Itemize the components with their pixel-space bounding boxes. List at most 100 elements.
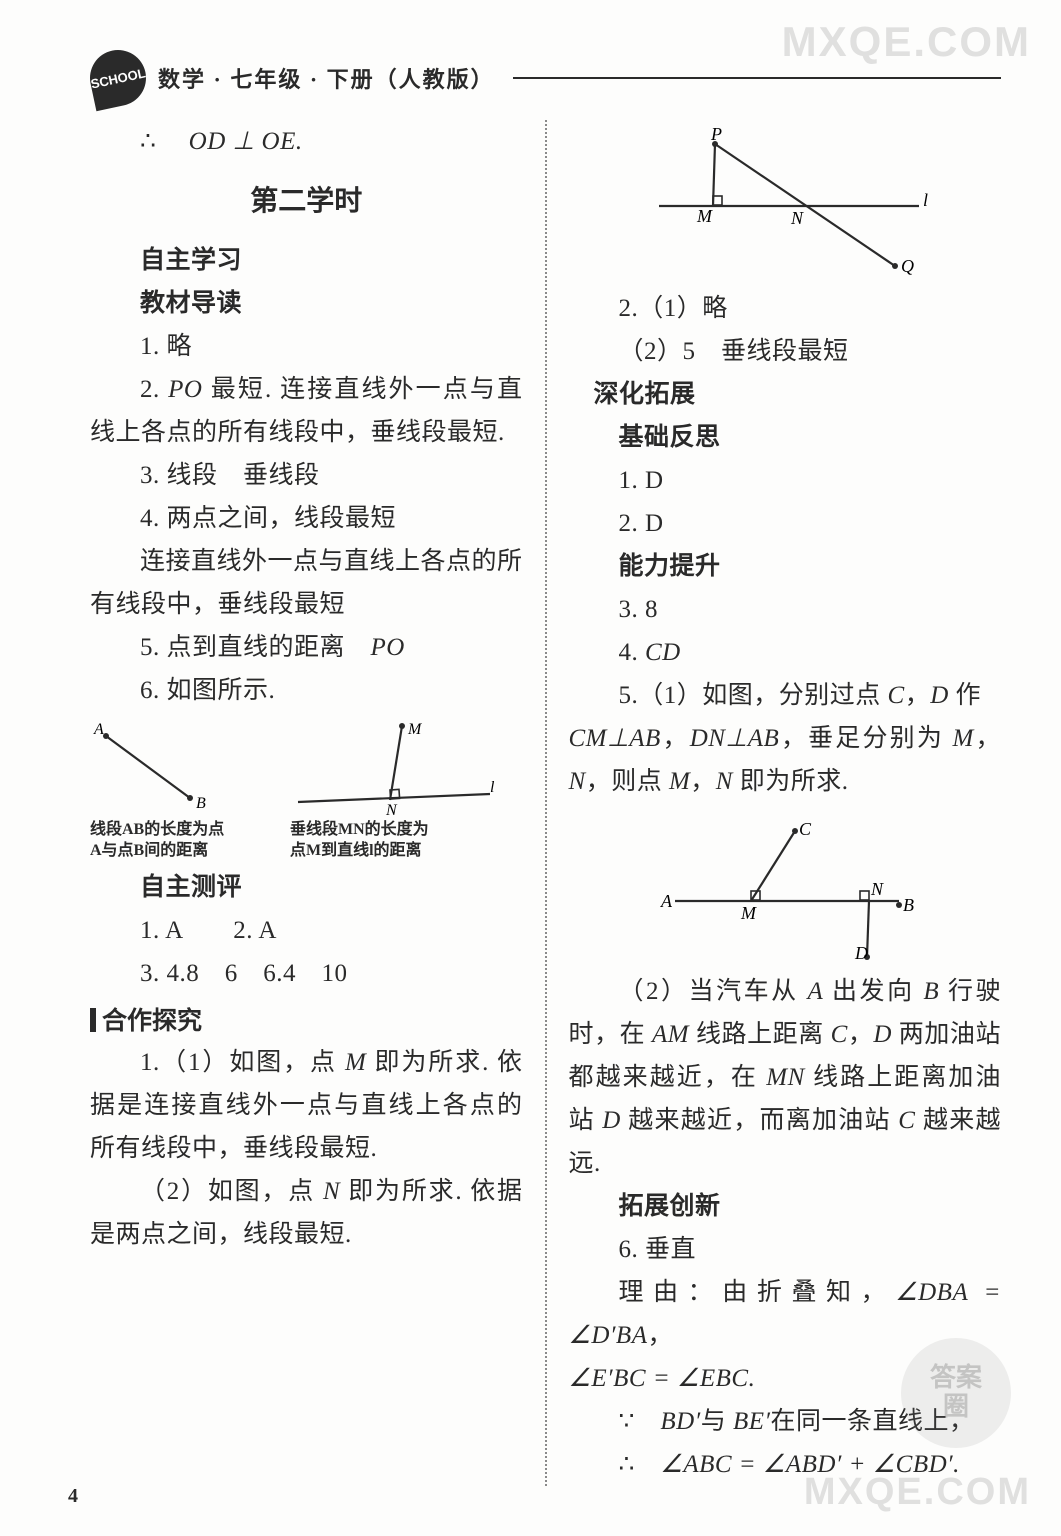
text: 越来越近，而离加油站 [621, 1107, 898, 1134]
section-coop: 合作探究 [90, 1001, 523, 1037]
math: N [569, 768, 586, 795]
text: 线段AB的长度为点 [90, 821, 224, 838]
fig-cap-1: 线段AB的长度为点 A与点B间的距离 [90, 820, 270, 862]
label-l: l [923, 190, 928, 210]
fig-mid-svg: A B C D M N [645, 811, 925, 961]
svg-text:N: N [385, 802, 398, 815]
subhead-textbook: 教材导读 [90, 282, 523, 325]
section-self-study: 自主学习 [90, 239, 523, 282]
fig-segment: A B 线段AB的长度为点 A与点B间的距离 [90, 720, 270, 862]
lbl: N [870, 879, 884, 899]
math: CM⊥AB [569, 725, 661, 752]
lesson-title: 第二学时 [90, 179, 523, 219]
math: N [716, 768, 733, 795]
math: MN [766, 1064, 805, 1091]
lbl: C [799, 819, 812, 839]
lbl: M [740, 903, 757, 923]
b2: 2. D [569, 502, 1002, 545]
figure-top-right: P M N l Q [569, 128, 1002, 283]
math: AM [652, 1021, 689, 1048]
math-expr: OD ⊥ OE. [189, 128, 303, 155]
svg-text:l: l [490, 779, 495, 796]
text: 作 [949, 682, 981, 709]
item-4b: 连接直线外一点与直线上各点的所有线段中，垂线段最短 [90, 540, 523, 626]
text: 即为所求. [733, 768, 849, 795]
figure-row-1: A B 线段AB的长度为点 A与点B间的距离 M N l [90, 720, 523, 862]
section-deepen: 深化拓展 [569, 373, 1002, 416]
math: C [831, 1021, 848, 1048]
label-n: N [790, 208, 804, 228]
watermark-top: MXQE.COM [782, 18, 1031, 66]
test-1-2: 1. A 2. A [90, 909, 523, 952]
text: ， [661, 725, 690, 752]
a4: 4. CD [569, 631, 1002, 674]
page-number: 4 [68, 1485, 78, 1508]
logo-text: SCHOOL [89, 65, 147, 91]
text: ， [690, 768, 716, 795]
text: 点M到直线l的距离 [290, 842, 422, 859]
text: ，则点 [586, 768, 669, 795]
math: D [602, 1107, 621, 1134]
math-m: M [345, 1049, 366, 1076]
text: ，垂足分别为 [779, 725, 952, 752]
text: ∴ [619, 1451, 661, 1478]
math-cd: CD [645, 639, 681, 666]
svg-text:B: B [196, 795, 206, 812]
subhead-selftest: 自主测评 [90, 866, 523, 909]
p2: （2）当汽车从 A 出发向 B 行驶时，在 AM 线路上距离 C，D 两加油站都… [569, 970, 1002, 1185]
item-4a: 4. 两点之间，线段最短 [90, 497, 523, 540]
text: 与 [701, 1408, 733, 1435]
math-d: D [930, 682, 949, 709]
lbl: B [903, 895, 914, 915]
text: 出发向 [823, 978, 923, 1005]
subhead-expand: 拓展创新 [569, 1185, 1002, 1228]
lbl: D [854, 943, 868, 961]
svg-text:A: A [93, 721, 104, 738]
school-logo-icon: SCHOOL [85, 45, 151, 111]
text: A与点B间的距离 [90, 842, 208, 859]
text: ∵ [619, 1408, 661, 1435]
fig-cap-2: 垂线段MN的长度为 点M到直线l的距离 [290, 820, 500, 862]
text: ， [974, 725, 1001, 752]
text: 线路上距离 [689, 1021, 830, 1048]
item-5: 5. 点到直线的距离 PO [90, 626, 523, 669]
text: ， [848, 1021, 874, 1048]
watermark-bottom: MXQE.COM [804, 1471, 1031, 1514]
figure-mid-right: A B C D M N [569, 811, 1002, 966]
item-3: 3. 线段 垂线段 [90, 454, 523, 497]
perp-svg: M N l [290, 720, 500, 815]
fig-perpendicular: M N l 垂线段MN的长度为 点M到直线l的距离 [290, 720, 500, 862]
math: C [898, 1107, 915, 1134]
section-bar-icon [90, 1008, 96, 1032]
therefore-symbol: ∴ [140, 128, 182, 155]
badge-line2: 圈 [943, 1393, 969, 1422]
segment-svg: A B [90, 720, 270, 815]
a3: 3. 8 [569, 588, 1002, 631]
fig-top-svg: P M N l Q [635, 128, 935, 278]
math-c: C [888, 682, 905, 709]
text: 2. [140, 376, 168, 403]
subhead-ability: 能力提升 [569, 545, 1002, 588]
a5-line2: CM⊥AB，DN⊥AB，垂足分别为 M，N，则点 M，N 即为所求. [569, 717, 1002, 803]
label-p: P [710, 128, 722, 144]
t6: 6. 垂直 [569, 1228, 1002, 1271]
math: M [952, 725, 973, 752]
b1: 1. D [569, 459, 1002, 502]
math: A [807, 978, 823, 1005]
conclusion-line: ∴ OD ⊥ OE. [90, 120, 523, 163]
math-po2: PO [371, 634, 405, 661]
text: 5. 点到直线的距离 [140, 634, 371, 661]
content-columns: ∴ OD ⊥ OE. 第二学时 自主学习 教材导读 1. 略 2. PO 最短.… [90, 120, 1001, 1486]
svg-text:M: M [407, 721, 423, 738]
book-title: 数学 · 七年级 · 下册（人教版） [158, 62, 495, 94]
label-q: Q [901, 256, 914, 276]
test-3: 3. 4.8 6 6.4 10 [90, 952, 523, 995]
text: 5.（1）如图，分别过点 [619, 682, 888, 709]
text: 理由：由折叠知， [619, 1279, 896, 1306]
text: 1.（1）如图，点 [140, 1049, 345, 1076]
label-m: M [696, 206, 713, 226]
math-po: PO [168, 376, 202, 403]
text: 垂线段MN的长度为 [290, 821, 429, 838]
math: BD′ [660, 1408, 700, 1435]
text: ， [647, 1322, 673, 1349]
